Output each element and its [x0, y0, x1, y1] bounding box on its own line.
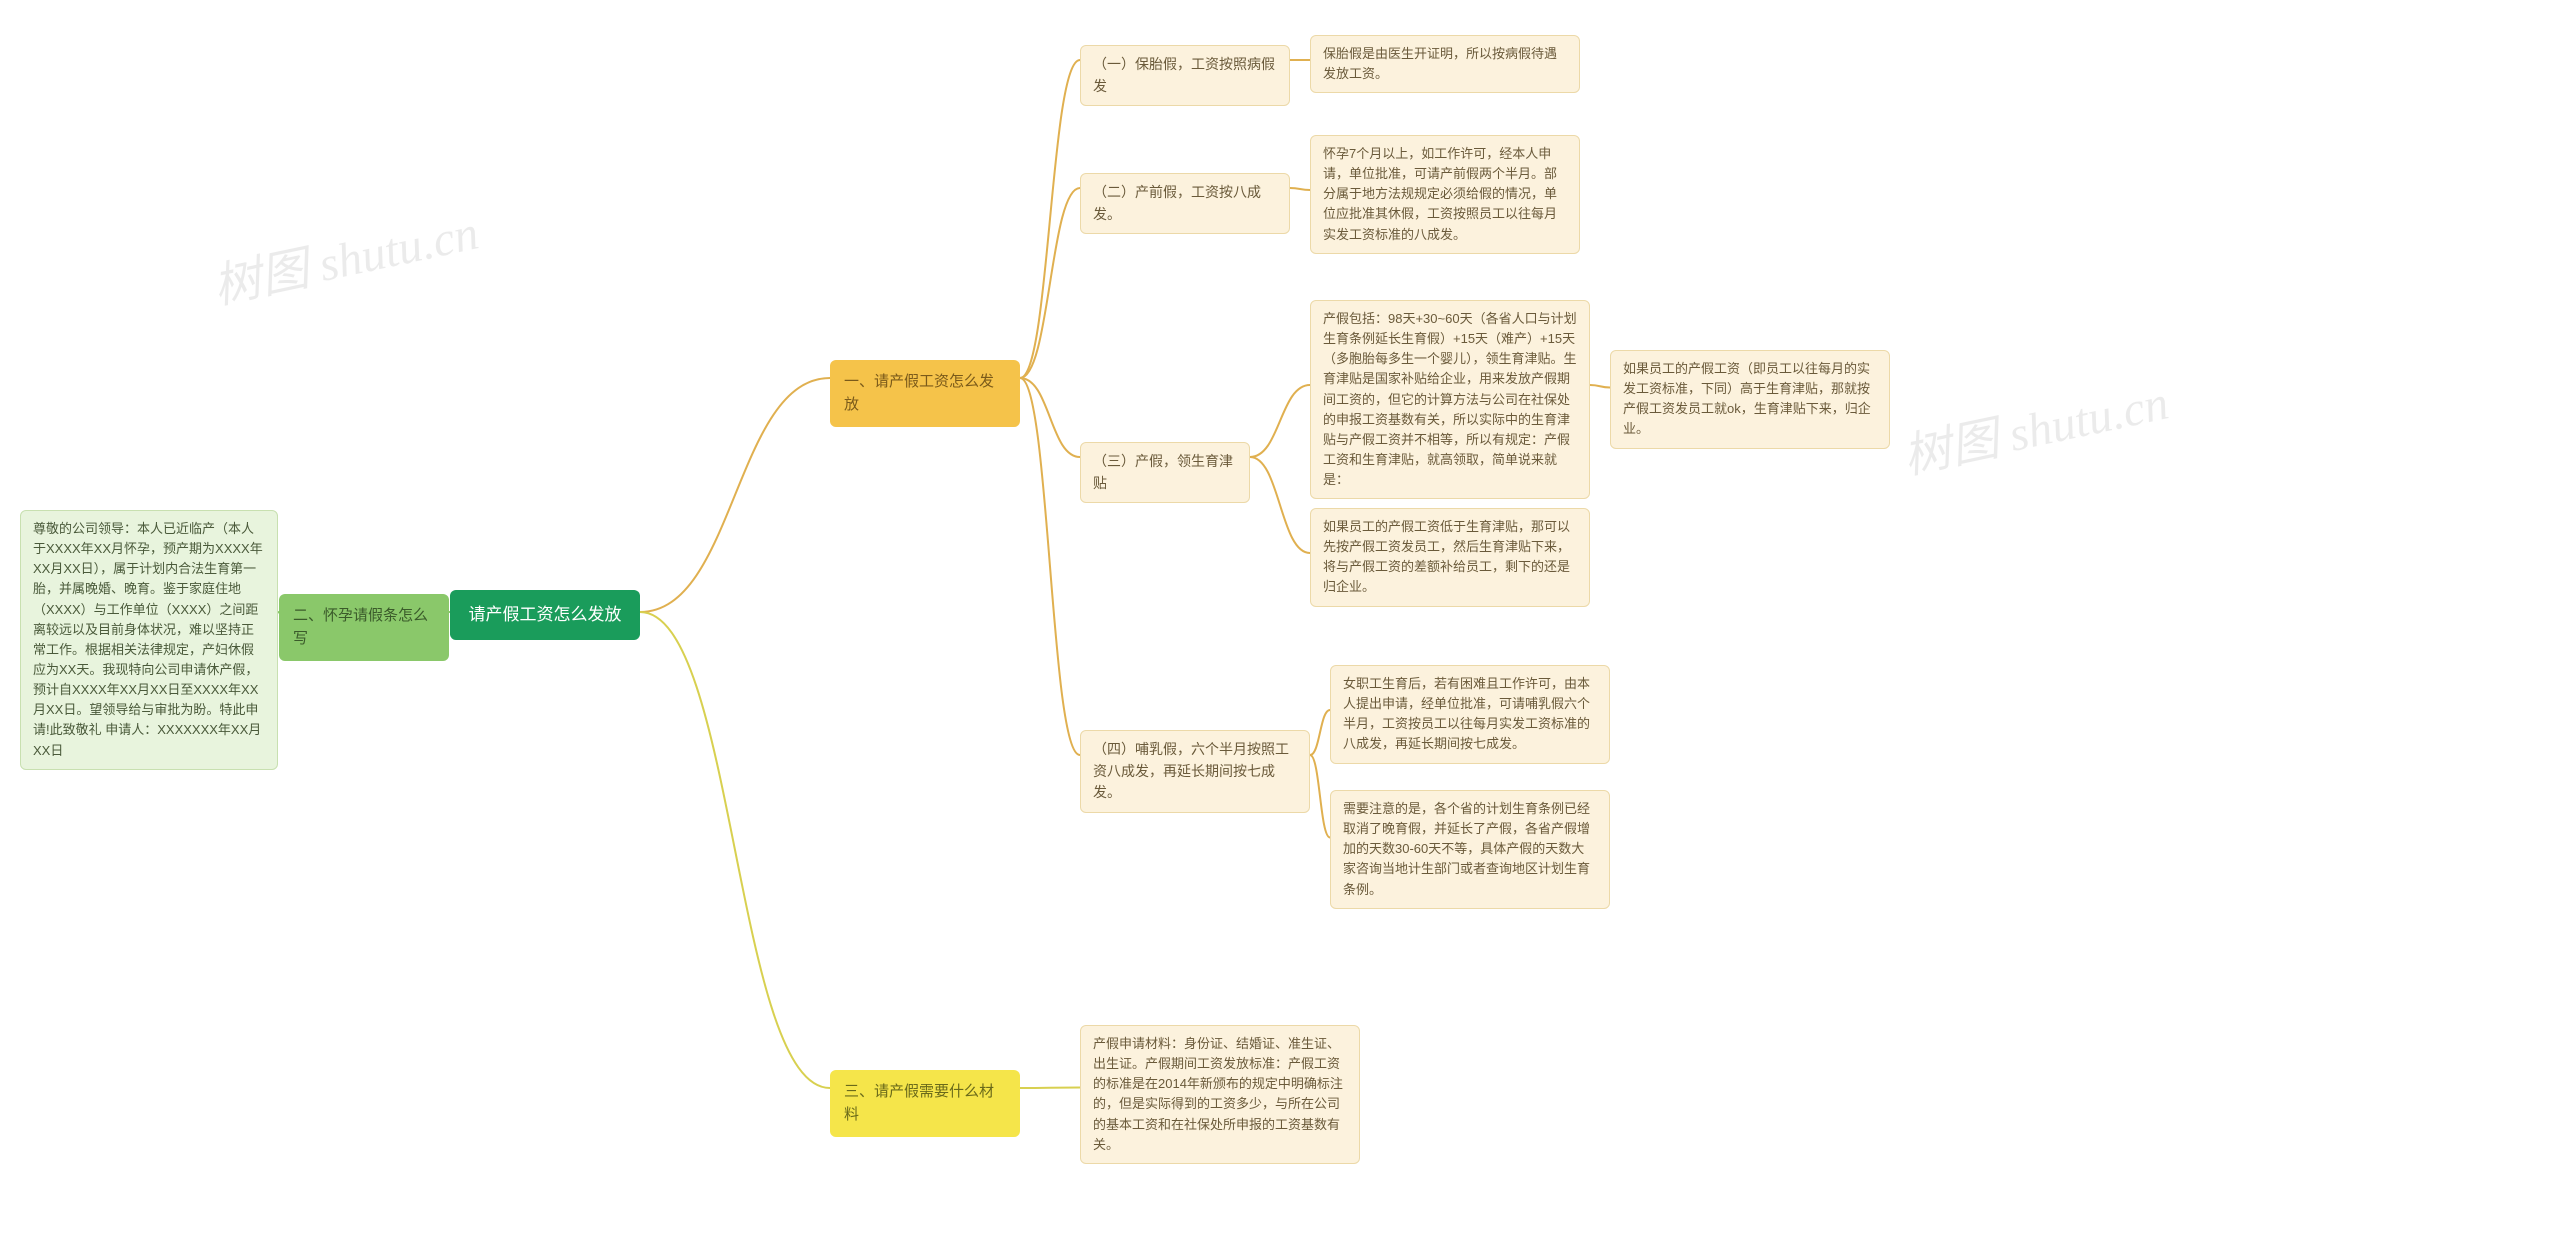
mindmap-node-n1-2-1: 怀孕7个月以上，如工作许可，经本人申请，单位批准，可请产前假两个半月。部分属于地… — [1310, 135, 1580, 254]
edge-n1-n1-2 — [1020, 188, 1080, 378]
edge-n1-n1-4 — [1020, 378, 1080, 755]
mindmap-node-n1-4-1: 女职工生育后，若有困难且工作许可，由本人提出申请，经单位批准，可请哺乳假六个半月… — [1330, 665, 1610, 764]
mindmap-node-n3-1: 产假申请材料：身份证、结婚证、准生证、出生证。产假期间工资发放标准：产假工资的标… — [1080, 1025, 1360, 1164]
mindmap-node-n2: 二、怀孕请假条怎么写 — [279, 594, 449, 661]
edge-n1-3-n1-3-1 — [1250, 385, 1310, 457]
mindmap-node-n1-1-1: 保胎假是由医生开证明，所以按病假待遇发放工资。 — [1310, 35, 1580, 93]
edge-n1-3-1-n1-3-1-1 — [1590, 385, 1610, 388]
mindmap-node-n2-1: 尊敬的公司领导：本人已近临产（本人于XXXX年XX月怀孕，预产期为XXXX年XX… — [20, 510, 278, 770]
watermark: 树图 shutu.cn — [1896, 363, 2174, 487]
mindmap-node-n3: 三、请产假需要什么材料 — [830, 1070, 1020, 1137]
edge-n1-n1-3 — [1020, 378, 1080, 457]
edge-root-n1 — [640, 378, 830, 612]
edge-n1-n1-1 — [1020, 60, 1080, 378]
mindmap-node-n1-3-1-1: 如果员工的产假工资（即员工以往每月的实发工资标准，下同）高于生育津贴，那就按产假… — [1610, 350, 1890, 449]
edge-n1-4-n1-4-1 — [1310, 710, 1330, 755]
mindmap-node-n1-2: （二）产前假，工资按八成发。 — [1080, 173, 1290, 234]
mindmap-node-n1-3-1: 产假包括：98天+30~60天（各省人口与计划生育条例延长生育假）+15天（难产… — [1310, 300, 1590, 499]
mindmap-node-n1-3-2: 如果员工的产假工资低于生育津贴，那可以先按产假工资发员工，然后生育津贴下来，将与… — [1310, 508, 1590, 607]
mindmap-node-n1-4: （四）哺乳假，六个半月按照工资八成发，再延长期间按七成发。 — [1080, 730, 1310, 813]
edge-n3-n3-1 — [1020, 1088, 1080, 1089]
mindmap-node-n1-1: （一）保胎假，工资按照病假发 — [1080, 45, 1290, 106]
mindmap-node-n1-4-2: 需要注意的是，各个省的计划生育条例已经取消了晚育假，并延长了产假，各省产假增加的… — [1330, 790, 1610, 909]
edge-n1-2-n1-2-1 — [1290, 188, 1310, 190]
mindmap-node-n1-3: （三）产假，领生育津贴 — [1080, 442, 1250, 503]
mindmap-node-n1: 一、请产假工资怎么发放 — [830, 360, 1020, 427]
mindmap-node-root: 请产假工资怎么发放 — [450, 590, 640, 640]
edge-n1-4-n1-4-2 — [1310, 755, 1330, 838]
edge-n1-3-n1-3-2 — [1250, 457, 1310, 553]
edge-root-n3 — [640, 612, 830, 1088]
watermark: 树图 shutu.cn — [206, 193, 484, 317]
